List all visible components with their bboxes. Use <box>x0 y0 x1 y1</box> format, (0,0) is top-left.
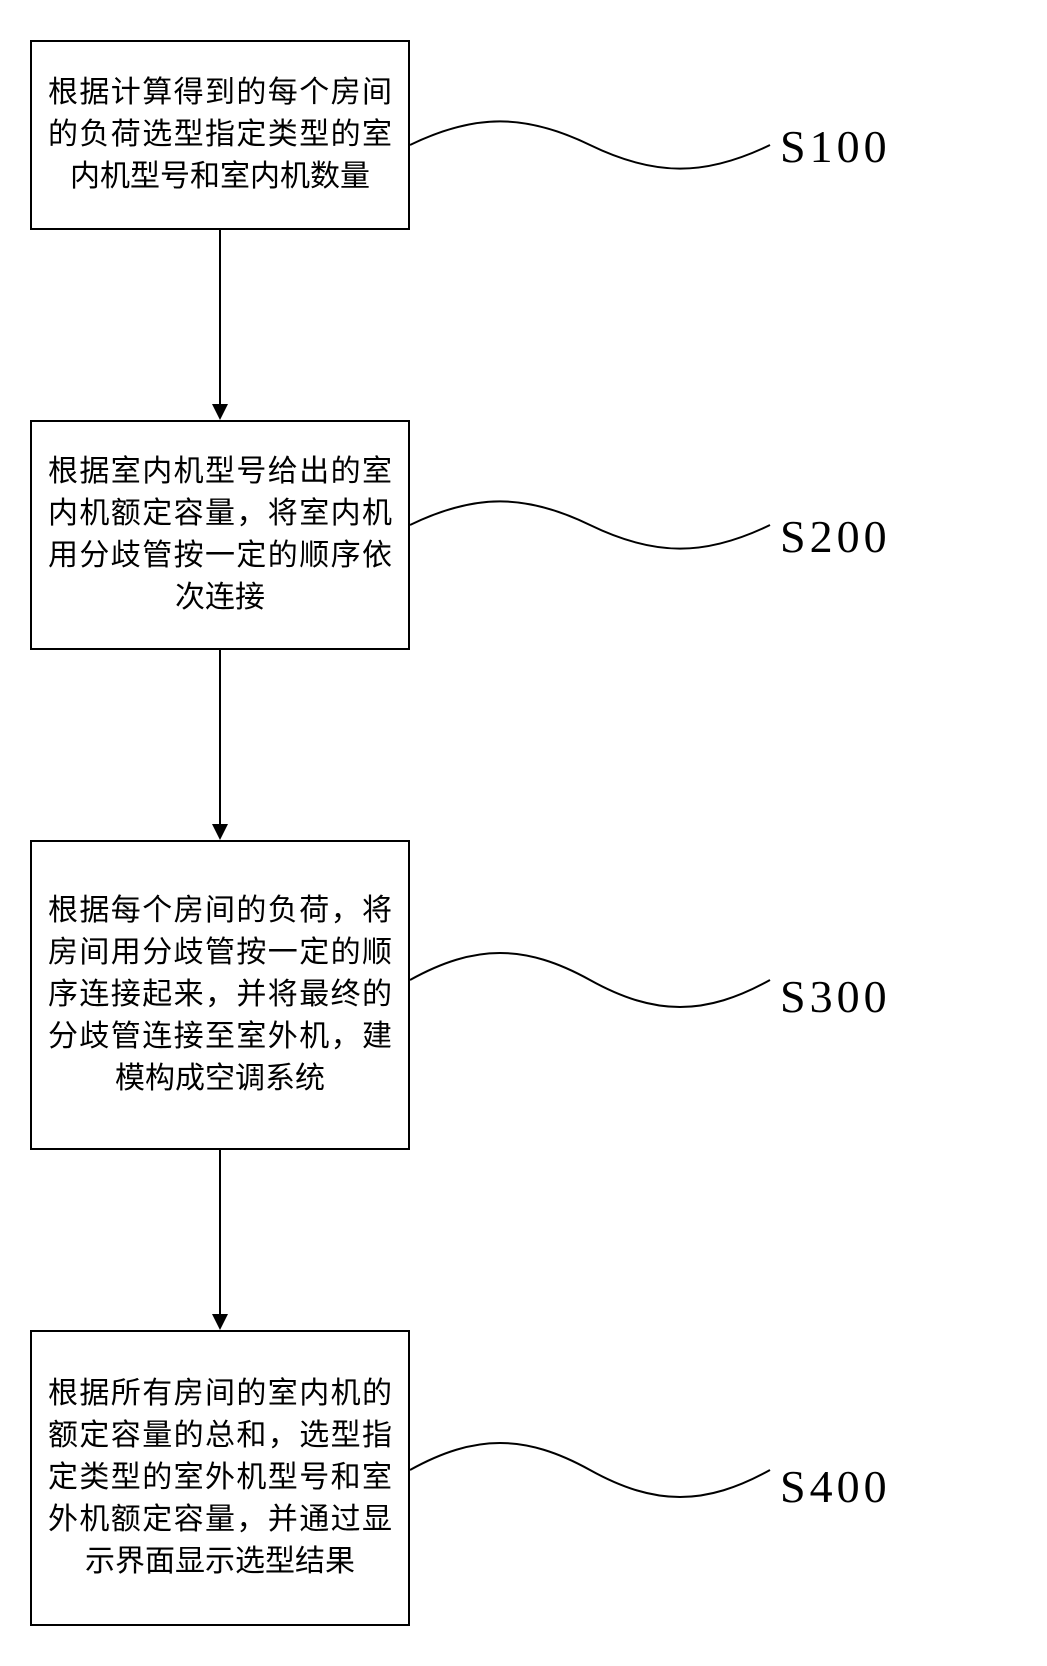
flow-node-n3: 根据每个房间的负荷，将房间用分歧管按一定的顺序连接起来，并将最终的分歧管连接至室… <box>30 840 410 1150</box>
connector-n4 <box>410 1430 770 1510</box>
flowchart-diagram: 根据计算得到的每个房间的负荷选型指定类型的室内机型号和室内机数量 S100 根据室内… <box>20 40 1027 1626</box>
arrow-line-n1-n2 <box>219 230 221 404</box>
arrow-head-n2-n3 <box>212 824 228 840</box>
flow-label-n2: S200 <box>780 510 891 563</box>
flow-node-n4: 根据所有房间的室内机的额定容量的总和，选型指定类型的室外机型号和室外机额定容量，… <box>30 1330 410 1626</box>
flow-label-n4: S400 <box>780 1460 891 1513</box>
arrow-line-n3-n4 <box>219 1150 221 1314</box>
arrow-head-n3-n4 <box>212 1314 228 1330</box>
flow-node-n2: 根据室内机型号给出的室内机额定容量，将室内机用分歧管按一定的顺序依次连接 <box>30 420 410 650</box>
arrow-line-n2-n3 <box>219 650 221 824</box>
connector-n2 <box>410 490 770 560</box>
flow-label-n1: S100 <box>780 120 891 173</box>
connector-n1 <box>410 110 770 180</box>
flow-label-n3: S300 <box>780 970 891 1023</box>
flow-node-n1: 根据计算得到的每个房间的负荷选型指定类型的室内机型号和室内机数量 <box>30 40 410 230</box>
arrow-head-n1-n2 <box>212 404 228 420</box>
connector-n3 <box>410 940 770 1020</box>
